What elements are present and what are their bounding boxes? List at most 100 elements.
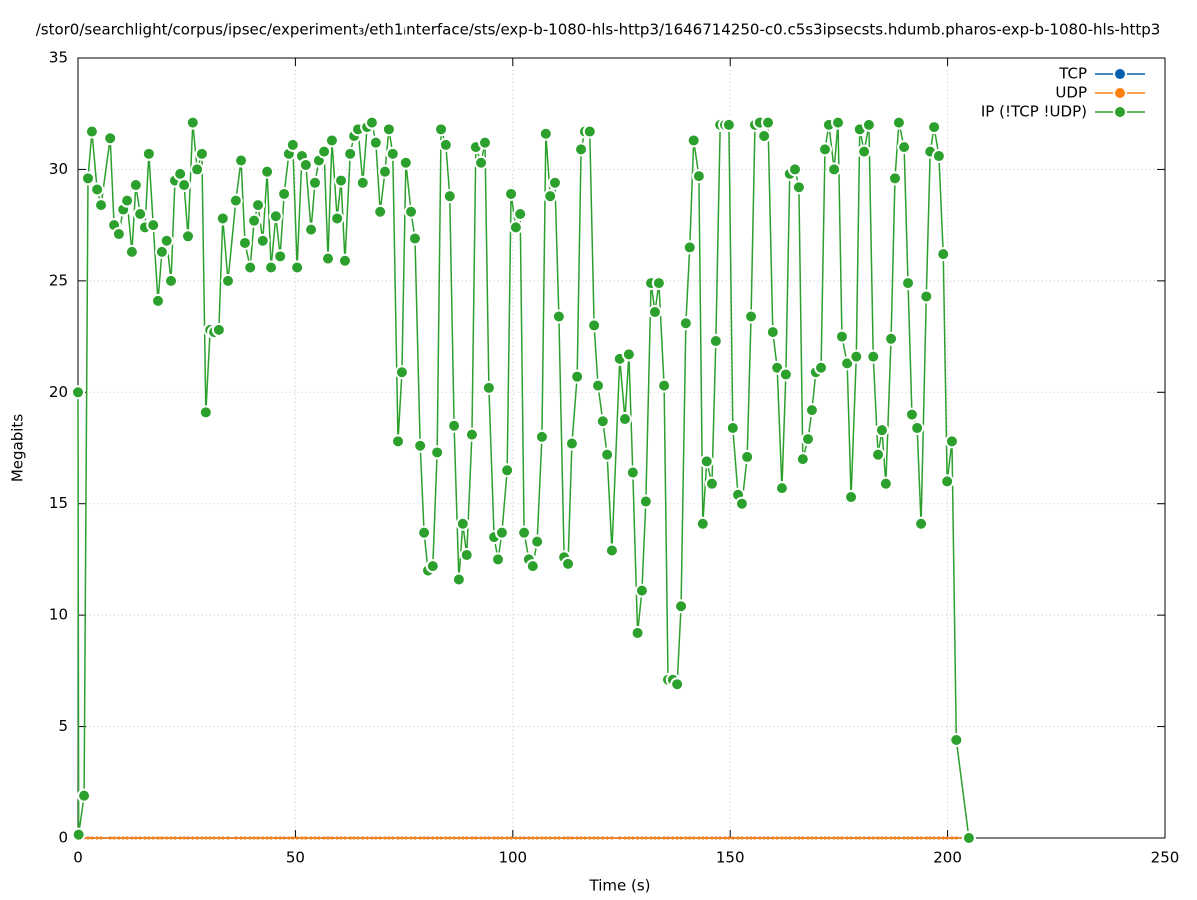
data-point (438, 137, 453, 152)
data-point (928, 836, 932, 840)
data-point (190, 162, 205, 177)
data-point (721, 117, 736, 132)
data-point (111, 227, 126, 242)
data-point (304, 222, 319, 237)
data-point (810, 836, 814, 840)
y-tick-label: 15 (49, 494, 68, 512)
data-point (198, 405, 213, 420)
data-point (447, 418, 462, 433)
data-point (86, 836, 90, 840)
data-point (479, 836, 483, 840)
data-point (579, 836, 583, 840)
y-tick-label: 30 (49, 160, 68, 178)
data-point (857, 144, 872, 159)
data-point (582, 124, 597, 139)
data-point (631, 836, 635, 840)
data-point (508, 220, 523, 235)
data-point (757, 129, 772, 143)
data-point (273, 249, 288, 264)
data-point (666, 836, 670, 840)
data-point (887, 171, 902, 186)
data-point (723, 836, 727, 840)
data-point (317, 836, 321, 840)
data-point (880, 836, 884, 840)
data-point (950, 836, 954, 840)
data-point (514, 836, 518, 840)
data-point (77, 788, 92, 803)
y-tick-label: 20 (49, 383, 68, 401)
data-point (692, 836, 696, 840)
data-point (90, 836, 94, 840)
data-point (81, 171, 96, 186)
chart-title: /stor0/searchlight/corpus/ipsec/experime… (36, 21, 1161, 39)
data-point (474, 836, 478, 840)
data-point (398, 155, 413, 170)
data-point (949, 732, 964, 747)
data-point (71, 385, 85, 400)
data-point (182, 836, 186, 840)
data-point (766, 836, 770, 840)
data-point (368, 135, 383, 150)
data-point (704, 476, 719, 491)
data-point (944, 434, 959, 449)
data-point (718, 836, 722, 840)
data-point (636, 836, 640, 840)
data-point (705, 836, 709, 840)
data-point (391, 836, 395, 840)
data-point (226, 836, 230, 840)
data-point (496, 836, 500, 840)
data-point (627, 836, 631, 840)
data-point (780, 836, 784, 840)
data-point (561, 556, 576, 571)
data-point (307, 175, 322, 190)
data-point (455, 516, 470, 531)
data-point (787, 162, 802, 177)
x-tick-label: 50 (286, 849, 305, 867)
data-point (228, 193, 243, 208)
data-point (849, 349, 864, 364)
data-point (806, 836, 810, 840)
data-point (819, 836, 823, 840)
data-point (701, 836, 705, 840)
data-point (543, 189, 558, 204)
data-point (256, 836, 260, 840)
data-point (237, 235, 252, 250)
data-point (817, 142, 832, 157)
data-point (522, 836, 526, 840)
data-point (671, 836, 675, 840)
data-point (604, 543, 619, 558)
data-point (884, 331, 899, 346)
data-point (940, 474, 955, 489)
data-point (243, 836, 247, 840)
data-point (252, 836, 256, 840)
data-point (492, 836, 496, 840)
data-point (814, 836, 818, 840)
data-point (477, 135, 492, 150)
data-point (348, 836, 352, 840)
data-point (268, 209, 283, 224)
data-point (740, 449, 755, 464)
data-point (651, 276, 666, 291)
data-point (396, 836, 400, 840)
data-point (221, 273, 236, 288)
data-point (714, 836, 718, 840)
data-point (708, 334, 723, 349)
y-tick-label: 0 (58, 829, 68, 847)
data-point (961, 831, 976, 845)
data-point (304, 836, 308, 840)
data-point (404, 836, 408, 840)
data-point (141, 146, 156, 161)
data-point (517, 525, 532, 540)
data-point (649, 836, 653, 840)
data-point (531, 836, 535, 840)
data-point (124, 244, 139, 259)
data-point (840, 836, 844, 840)
data-point (784, 836, 788, 840)
data-point (130, 836, 134, 840)
data-point (535, 836, 539, 840)
data-point (426, 836, 430, 840)
data-point (544, 836, 548, 840)
data-point (160, 836, 164, 840)
data-point (103, 131, 118, 146)
